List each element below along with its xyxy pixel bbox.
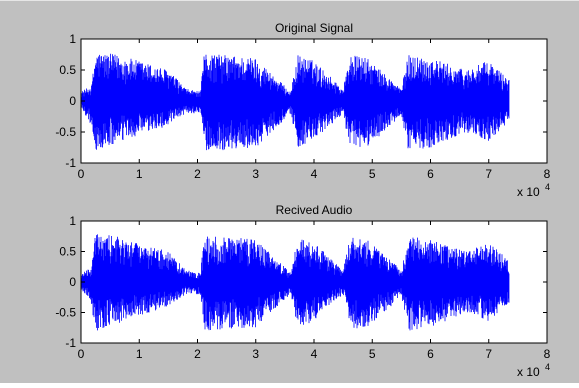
x-tick-label: 5 — [369, 167, 376, 181]
y-tick-label: -1 — [65, 336, 76, 350]
x-exponent-superscript: 4 — [545, 182, 550, 192]
y-tick-label: 0 — [69, 94, 76, 108]
x-tick-label: 2 — [194, 347, 201, 361]
y-tick-label: -0.5 — [55, 306, 76, 320]
x-tick-label: 1 — [136, 347, 143, 361]
x-tick-label: 1 — [136, 167, 143, 181]
x-exponent-label: x 10 — [517, 185, 540, 199]
y-tick-label: -1 — [65, 156, 76, 170]
y-tick-label: 1 — [69, 214, 76, 228]
y-tick-label: 0 — [69, 275, 76, 289]
x-tick-label: 7 — [485, 167, 492, 181]
axes-1: 0 1 2 3 4 5 6 7 8 1 0.5 0 -0.5 -1 Original Signal x 10 4 — [55, 21, 550, 199]
x-tick-label: 5 — [369, 347, 376, 361]
x-exponent-superscript: 4 — [545, 362, 550, 372]
x-tick-label: 3 — [252, 347, 259, 361]
x-tick-label: 2 — [194, 167, 201, 181]
y-tick-label: -0.5 — [55, 125, 76, 139]
x-tick-label: 8 — [544, 347, 551, 361]
x-tick-label: 7 — [485, 347, 492, 361]
axes-2: 0 1 2 3 4 5 6 7 8 1 0.5 0 -0.5 -1 Recived Audio x 10 4 — [55, 203, 550, 379]
x-tick-label: 4 — [311, 167, 318, 181]
x-tick-label: 0 — [78, 347, 85, 361]
x-tick-label: 6 — [427, 347, 434, 361]
x-exponent-label: x 10 — [517, 365, 540, 379]
x-tick-label: 0 — [78, 167, 85, 181]
axes-title: Recived Audio — [276, 203, 353, 217]
x-tick-label: 3 — [252, 167, 259, 181]
y-tick-label: 1 — [69, 32, 76, 46]
axes-title: Original Signal — [275, 21, 353, 35]
y-tick-label: 0.5 — [59, 63, 76, 77]
x-tick-label: 6 — [427, 167, 434, 181]
x-tick-label: 8 — [544, 167, 551, 181]
y-tick-label: 0.5 — [59, 245, 76, 259]
x-tick-label: 4 — [311, 347, 318, 361]
